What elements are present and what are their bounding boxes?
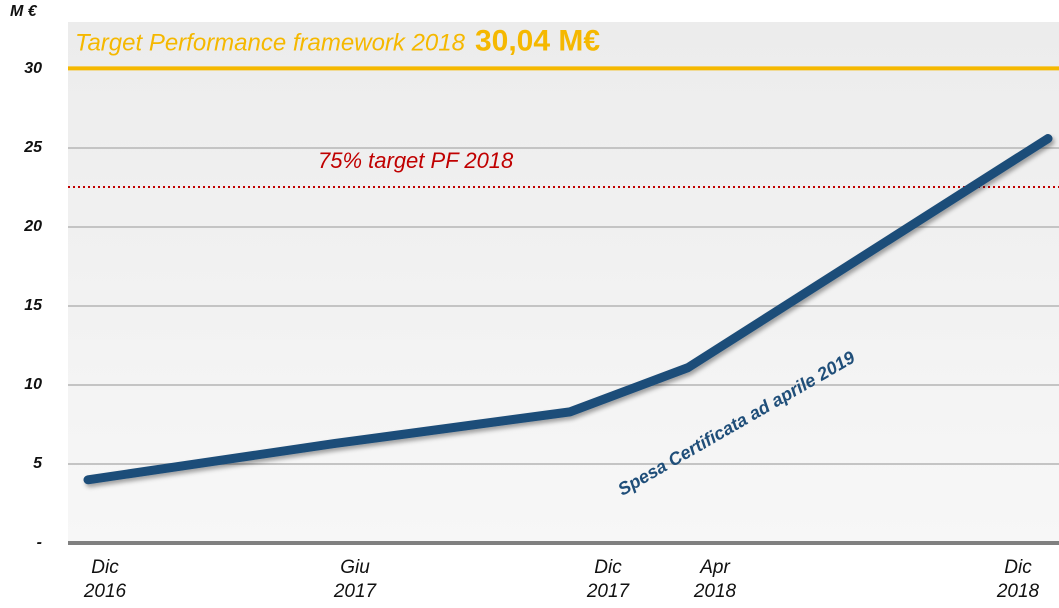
y-tick-label: 30 xyxy=(24,60,42,77)
y-tick-label: 10 xyxy=(24,376,42,393)
x-tick-label: Giu 2017 xyxy=(333,557,377,602)
y-tick-label: 5 xyxy=(33,455,43,472)
y-tick-label: 20 xyxy=(23,218,42,235)
x-tick-label: Dic 2018 xyxy=(996,557,1040,602)
y-unit: M € xyxy=(10,3,38,20)
y-tick-label: 15 xyxy=(24,297,43,314)
y-tick-label: 25 xyxy=(23,139,43,156)
y-tick-label: - xyxy=(37,534,42,551)
target-value: 30,04 M€ xyxy=(475,24,600,57)
series-line xyxy=(83,134,1053,485)
target-label: Target Performance framework 2018 xyxy=(75,30,466,57)
x-tick-label: Dic 2016 xyxy=(83,557,127,602)
threshold-label: 75% target PF 2018 xyxy=(318,148,514,173)
x-tick-label: Dic 2017 xyxy=(586,557,630,602)
x-tick-label: Apr 2018 xyxy=(693,557,737,602)
